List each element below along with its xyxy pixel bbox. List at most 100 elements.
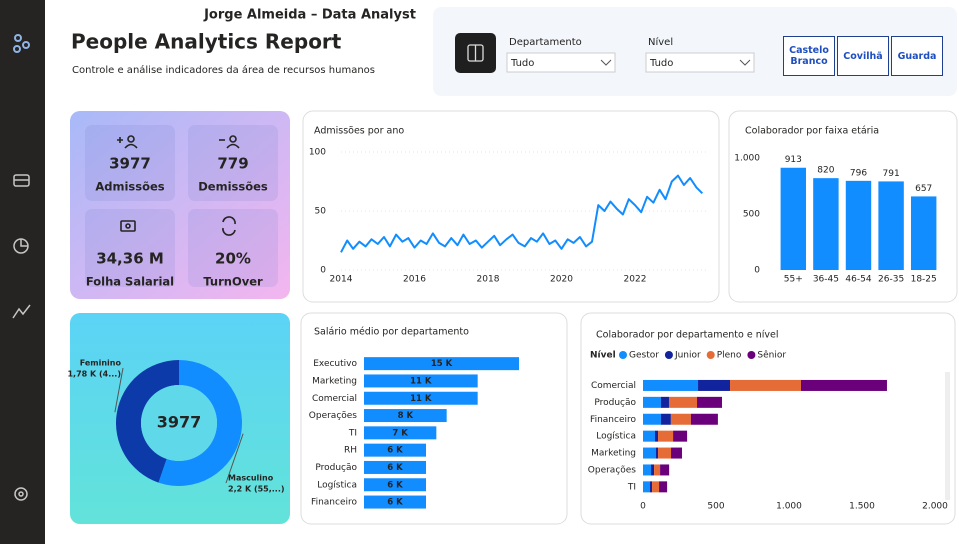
bar-segment xyxy=(643,413,661,425)
kpi-value: 34,36 M xyxy=(96,250,164,268)
kpi-icons xyxy=(117,135,240,236)
chart-title: Colaborador por departamento e nível xyxy=(596,330,779,341)
data-label: 7 K xyxy=(392,428,408,438)
kpi-value: 20% xyxy=(215,250,251,268)
legend-label: Junior xyxy=(674,351,701,361)
y-tick-label: Logística xyxy=(317,480,357,490)
bar-segment xyxy=(658,430,674,442)
y-tick-label: 100 xyxy=(309,148,326,158)
chart-title: Colaborador por faixa etária xyxy=(745,126,879,137)
donut-category: Feminino xyxy=(80,359,122,368)
y-tick-label: 0 xyxy=(754,266,760,276)
data-label: 657 xyxy=(915,184,932,194)
line-series xyxy=(340,174,704,253)
bar-segment xyxy=(643,430,655,442)
data-label: 820 xyxy=(817,166,834,176)
bar-segment xyxy=(655,447,659,459)
bar-segment xyxy=(643,447,656,459)
y-tick-label: Marketing xyxy=(591,449,636,459)
stacked-card xyxy=(580,312,956,525)
kpi-label: Demissões xyxy=(198,180,268,194)
bar-segment xyxy=(643,379,699,391)
data-label: 6 K xyxy=(387,480,403,490)
data-label: 11 K xyxy=(410,376,432,386)
y-tick-label: Comercial xyxy=(591,381,636,391)
bar-segment xyxy=(690,413,718,425)
bar xyxy=(364,443,426,457)
x-tick-label: 26-35 xyxy=(878,275,904,285)
y-tick-label: Marketing xyxy=(312,376,357,386)
x-tick-label: 46-54 xyxy=(845,275,871,285)
kpi-label: Folha Salarial xyxy=(86,275,174,289)
donut-segment xyxy=(116,360,179,483)
line-card xyxy=(302,110,720,303)
legend-label: Sênior xyxy=(757,350,786,361)
scrollbar[interactable] xyxy=(945,372,950,500)
x-tick-label: 55+ xyxy=(784,275,803,285)
legend-swatch xyxy=(706,351,715,359)
dropdown[interactable] xyxy=(506,52,616,73)
kpi-box xyxy=(85,125,175,201)
button[interactable]: Guarda xyxy=(891,36,943,76)
y-tick-label: Operações xyxy=(588,465,637,475)
filter-icon-glyph xyxy=(467,44,484,62)
legend-label: Pleno xyxy=(717,351,742,361)
logo xyxy=(13,34,30,53)
kpi-label: TurnOver xyxy=(203,275,263,289)
x-tick-label: 18-25 xyxy=(911,275,937,285)
y-tick-label: Comercial xyxy=(312,394,357,404)
button[interactable]: Covilhã xyxy=(837,36,889,76)
sidebar xyxy=(0,0,45,544)
bar xyxy=(878,181,904,270)
y-tick-label: Produção xyxy=(594,398,636,408)
data-label: 796 xyxy=(850,168,867,178)
bar-segment xyxy=(698,379,731,391)
bar-segment xyxy=(730,379,801,391)
bar-segment xyxy=(654,430,659,442)
legend-swatch xyxy=(747,351,756,359)
bar-segment xyxy=(800,379,887,391)
kpi-box xyxy=(85,209,175,287)
report-title: People Analytics Report xyxy=(71,30,342,54)
donut-label: 1,78 K (4...) xyxy=(67,370,121,379)
report-subtitle: Controle e análise indicadores da área d… xyxy=(72,64,375,76)
bar-segment xyxy=(673,430,688,442)
x-tick-label: 2016 xyxy=(403,275,426,285)
data-label: 15 K xyxy=(431,359,453,369)
bar xyxy=(364,374,478,388)
x-tick-label: 2.000 xyxy=(922,502,948,512)
y-tick-label: RH xyxy=(344,446,357,456)
x-tick-label: 2018 xyxy=(477,275,500,285)
donut-total: 3977 xyxy=(157,413,202,432)
bar-segment xyxy=(660,413,671,425)
bar-segment xyxy=(643,396,661,408)
legend-label: Gestor xyxy=(629,351,659,361)
legend-title: Nível xyxy=(590,351,616,361)
bar xyxy=(364,357,519,371)
bar xyxy=(364,460,426,474)
dropdown-value: Tudo xyxy=(649,58,673,69)
bar-segment xyxy=(654,464,661,476)
bar xyxy=(780,167,807,270)
button[interactable]: Castelo Branco xyxy=(783,36,835,76)
dropdown-value: Tudo xyxy=(510,58,534,69)
bar-segment xyxy=(650,481,653,493)
kpi-value: 779 xyxy=(217,155,248,173)
bar-segment xyxy=(660,396,669,408)
y-tick-label: TI xyxy=(627,482,636,492)
y-tick-label: Operações xyxy=(309,411,358,421)
x-tick-label: 500 xyxy=(707,502,724,512)
donut-category: Masculino xyxy=(228,474,274,483)
y-tick-label: Produção xyxy=(315,463,357,473)
chart-title: Admissões por ano xyxy=(314,126,404,137)
data-label: 6 K xyxy=(387,446,403,456)
dropdown[interactable] xyxy=(645,52,755,73)
nav-icons[interactable] xyxy=(12,174,31,501)
bar-segment xyxy=(658,447,672,459)
y-tick-label: 500 xyxy=(743,210,760,220)
data-label: 8 K xyxy=(398,411,414,421)
x-tick-label: 2014 xyxy=(330,275,353,285)
bar xyxy=(364,391,478,405)
chevron xyxy=(739,59,751,66)
